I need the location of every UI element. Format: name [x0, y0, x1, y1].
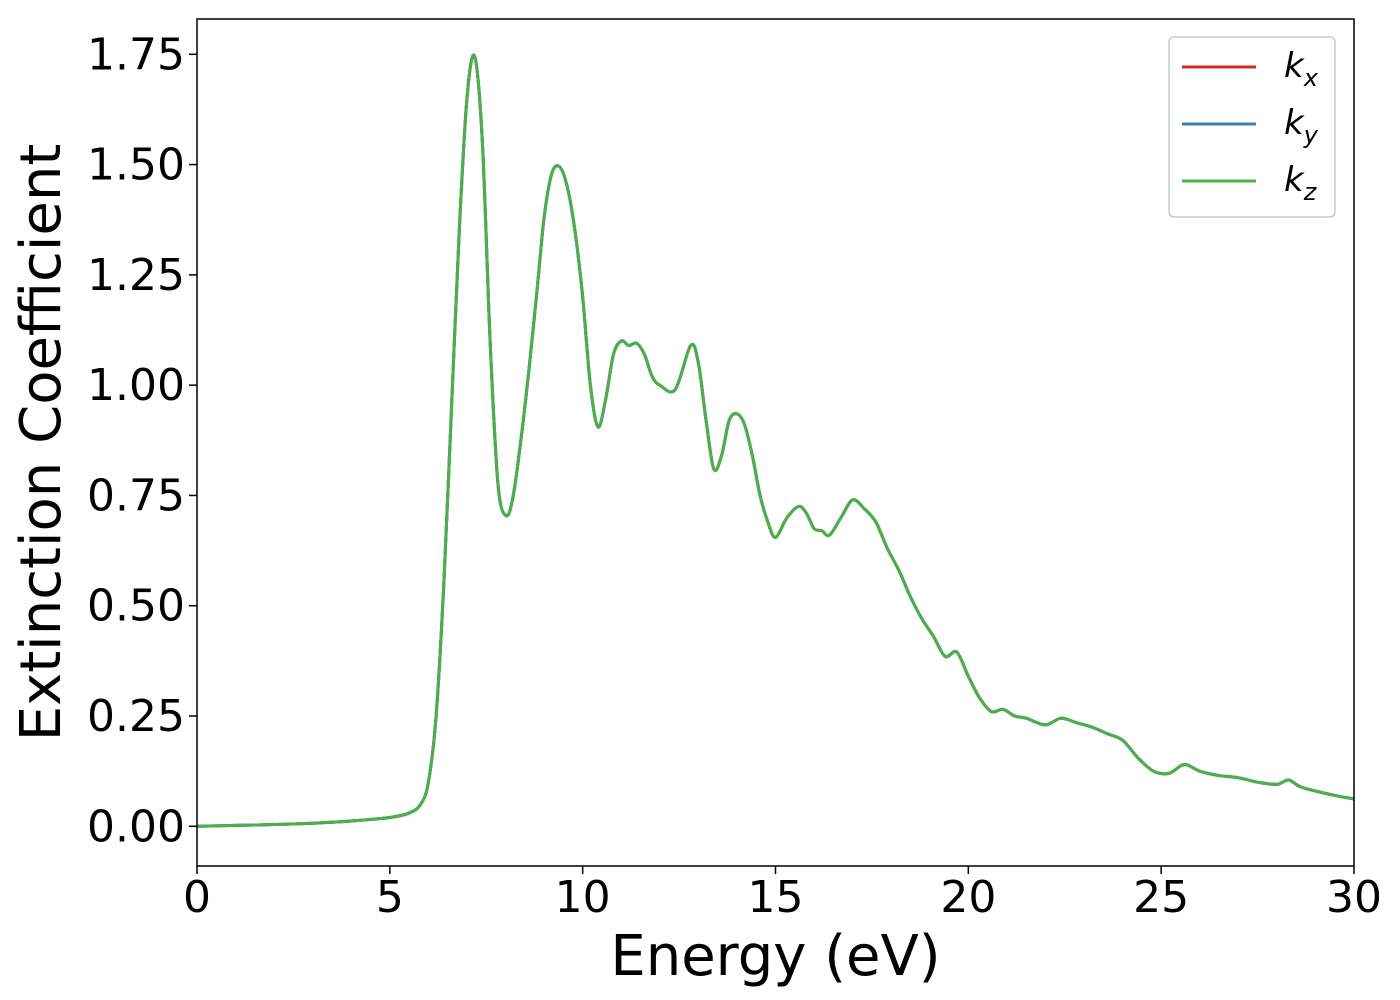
legend-box	[1168, 36, 1336, 218]
y-tick-label: 1.75	[87, 29, 185, 80]
x-axis-title: Energy (eV)	[610, 924, 940, 989]
x-tick-label: 15	[748, 872, 804, 923]
y-tick-label: 1.00	[87, 360, 185, 411]
x-tick-label: 10	[555, 872, 611, 923]
legend-label-z: kz	[1284, 160, 1318, 206]
y-tick-label: 1.25	[87, 250, 185, 301]
y-axis-title: Extinction Coefficient	[9, 144, 74, 742]
y-tick-label: 1.50	[87, 140, 185, 191]
x-axis-ticks: 0 5 10 15 20 25 30	[183, 866, 1382, 923]
legend: kx ky kz	[1168, 36, 1336, 218]
y-tick-label: 0.25	[87, 691, 185, 742]
x-tick-label: 5	[376, 872, 404, 923]
x-tick-label: 20	[940, 872, 996, 923]
x-tick-label: 25	[1133, 872, 1189, 923]
y-tick-label: 0.50	[87, 581, 185, 632]
legend-label-y: ky	[1284, 103, 1319, 149]
series-line-z	[196, 53, 1355, 828]
y-tick-label: 0.00	[87, 801, 185, 852]
x-tick-label: 30	[1326, 872, 1382, 923]
x-tick-label: 0	[183, 872, 211, 923]
series-layer	[196, 53, 1355, 828]
y-axis-ticks: 0.00 0.25 0.50 0.75 1.00 1.25 1.50 1.75	[87, 29, 197, 852]
y-tick-label: 0.75	[87, 470, 185, 521]
legend-label-x: kx	[1284, 46, 1319, 92]
